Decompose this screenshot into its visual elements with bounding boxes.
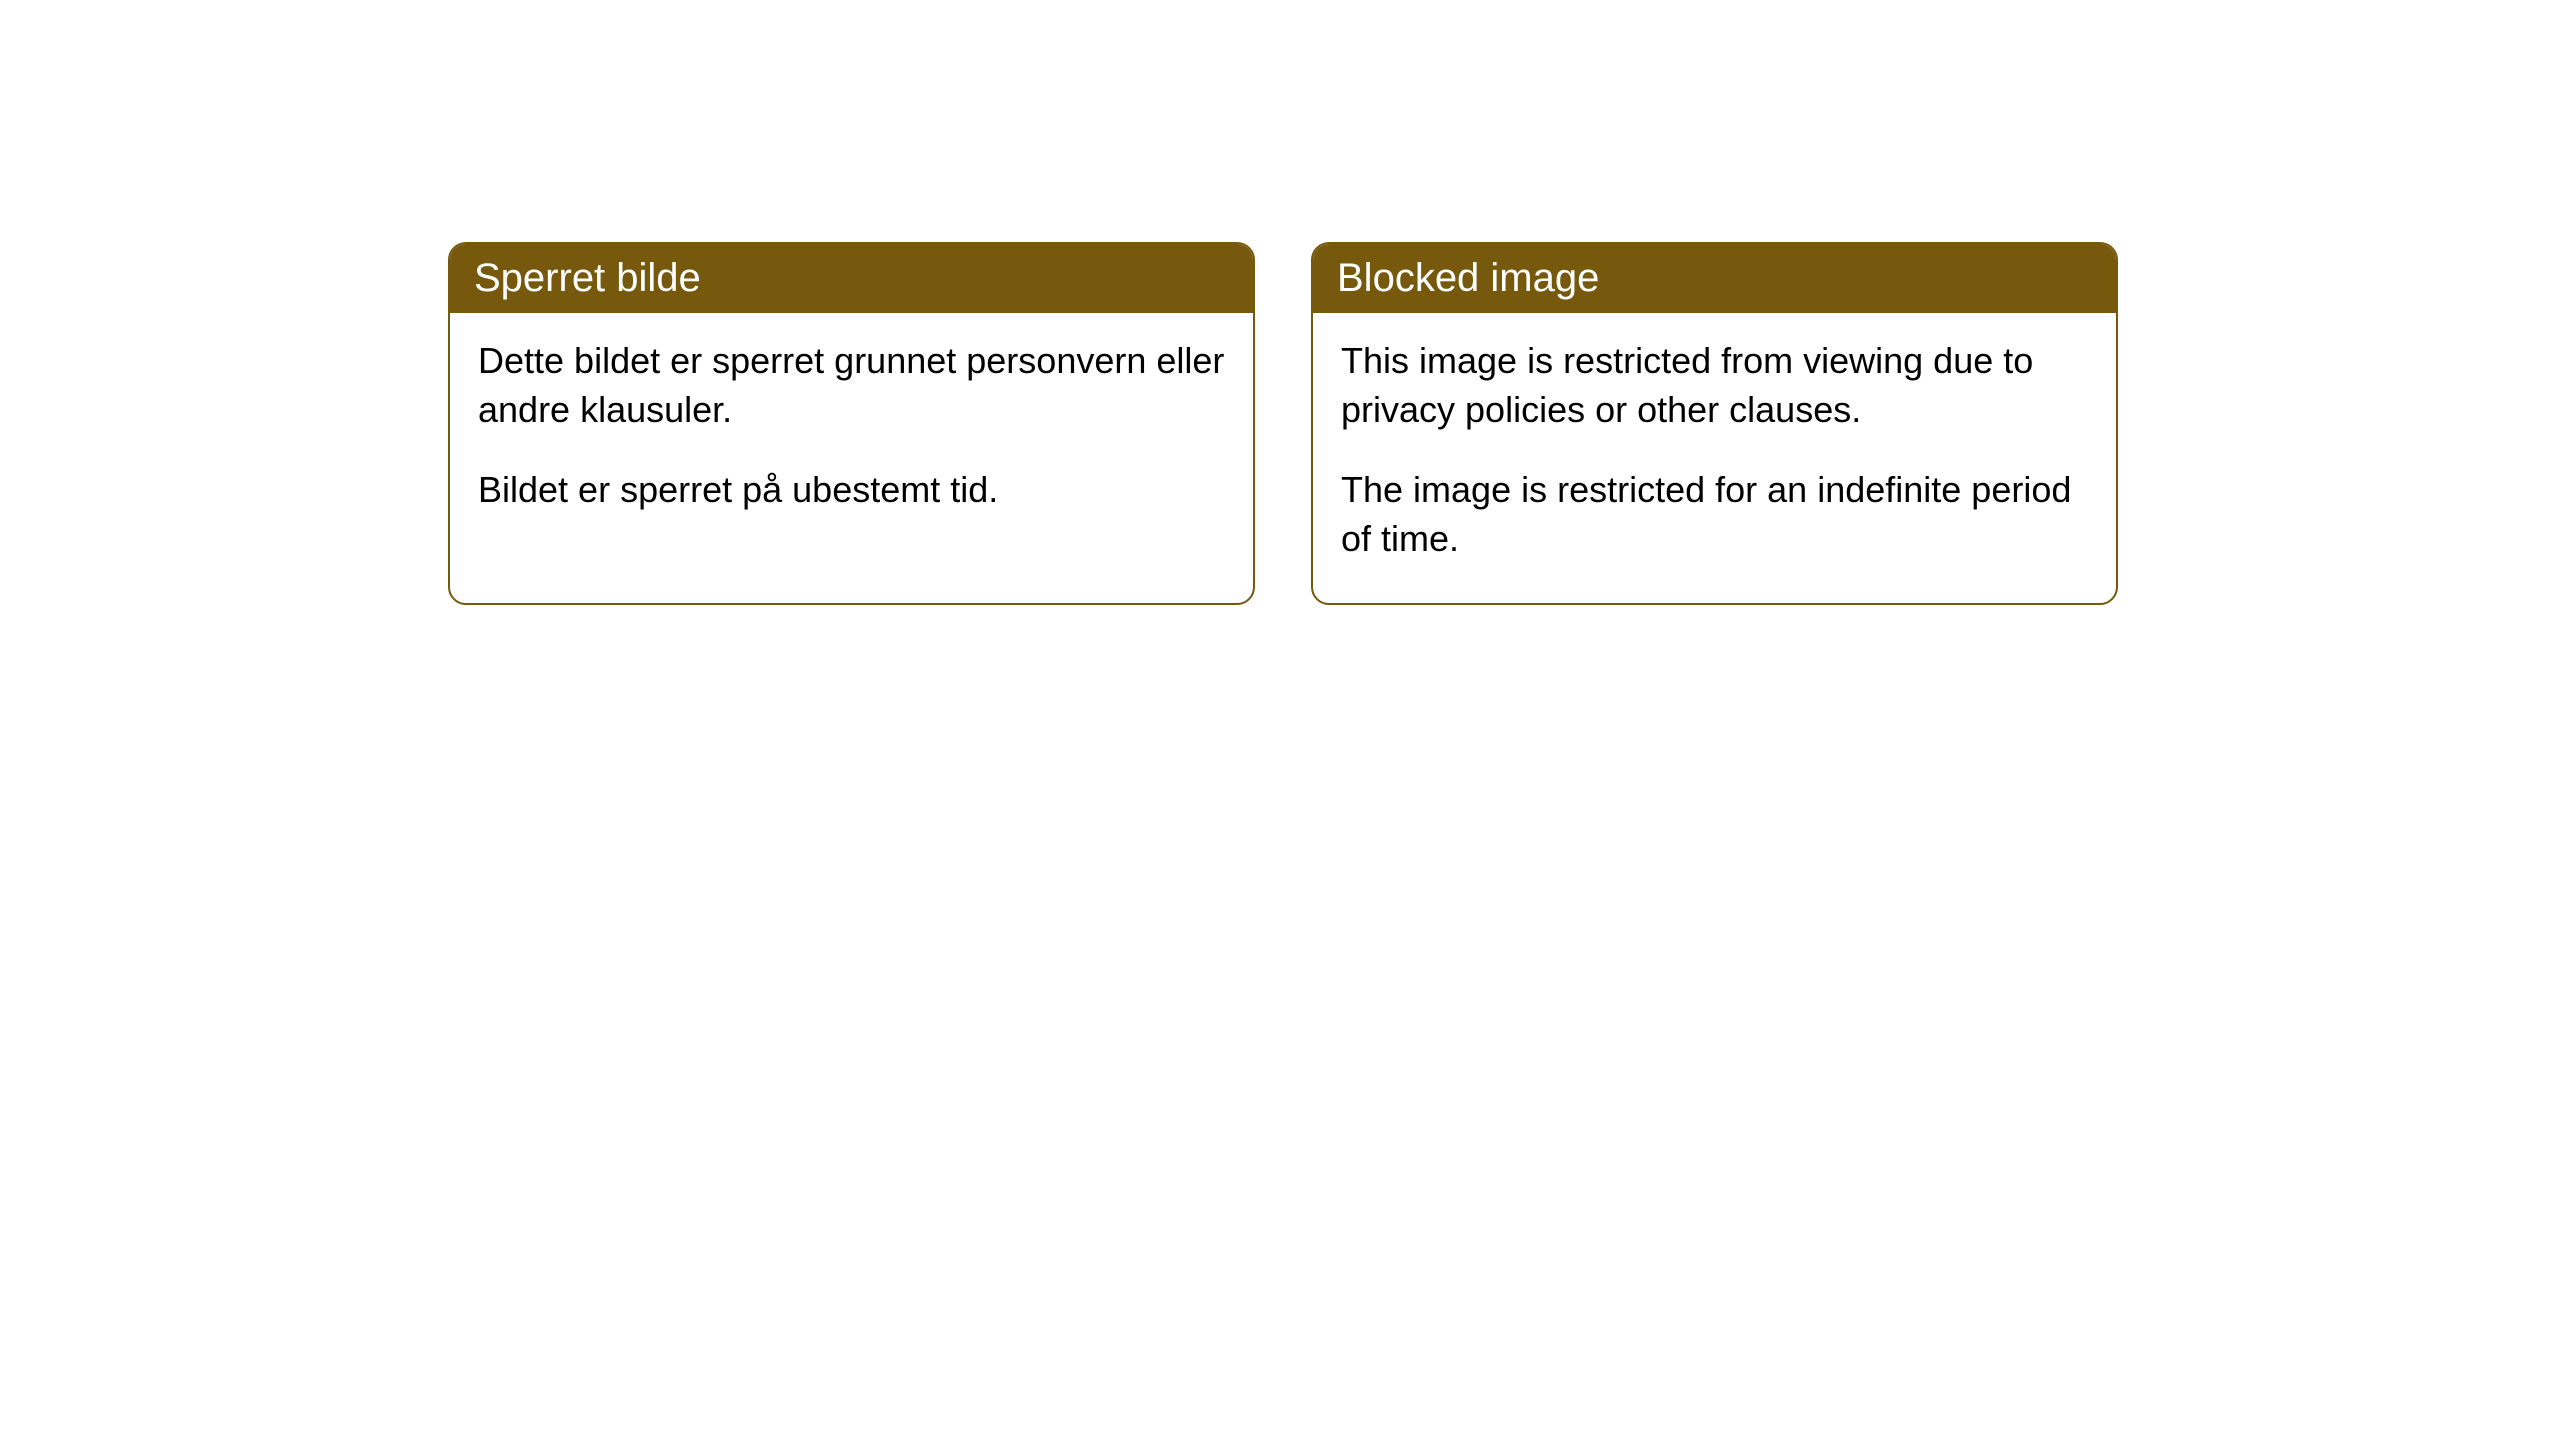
- card-title: Blocked image: [1337, 256, 1599, 300]
- card-paragraph: The image is restricted for an indefinit…: [1341, 466, 2088, 563]
- card-body: This image is restricted from viewing du…: [1313, 313, 2116, 603]
- card-paragraph: Dette bildet er sperret grunnet personve…: [478, 337, 1225, 434]
- notice-card-norwegian: Sperret bilde Dette bildet er sperret gr…: [448, 242, 1255, 605]
- card-header: Blocked image: [1313, 244, 2116, 313]
- card-title: Sperret bilde: [474, 256, 701, 300]
- card-paragraph: Bildet er sperret på ubestemt tid.: [478, 466, 1225, 515]
- notice-card-english: Blocked image This image is restricted f…: [1311, 242, 2118, 605]
- card-header: Sperret bilde: [450, 244, 1253, 313]
- card-paragraph: This image is restricted from viewing du…: [1341, 337, 2088, 434]
- card-body: Dette bildet er sperret grunnet personve…: [450, 313, 1253, 555]
- notice-cards-container: Sperret bilde Dette bildet er sperret gr…: [448, 242, 2118, 605]
